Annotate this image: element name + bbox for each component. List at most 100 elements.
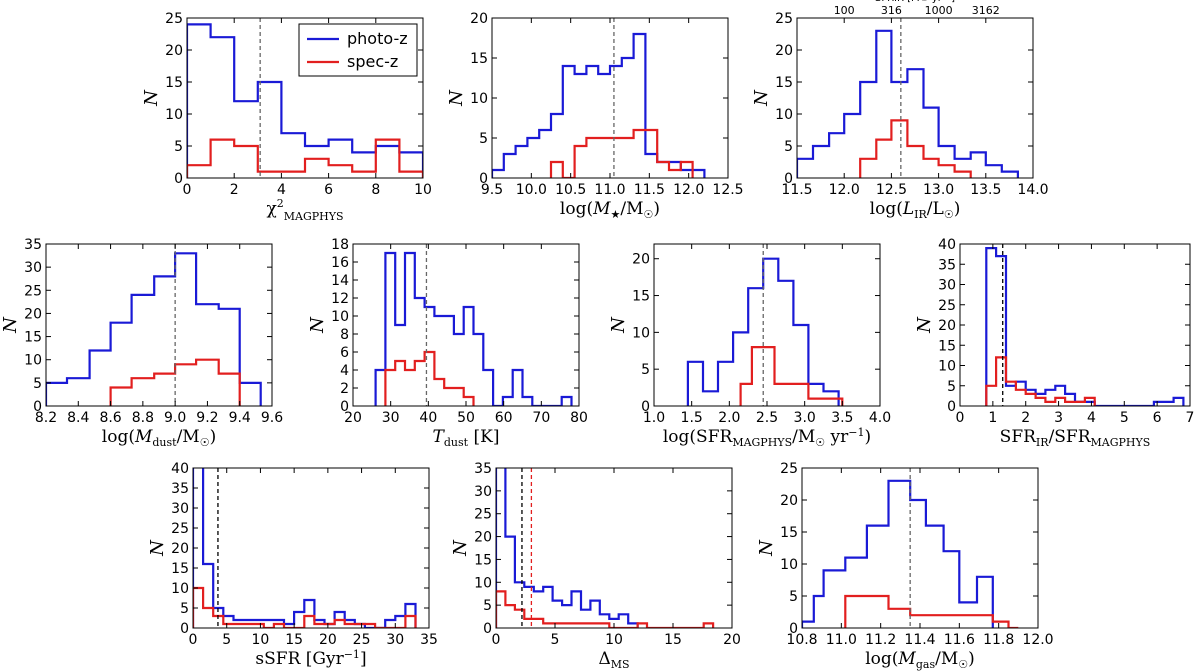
y-tick-label: 25 bbox=[171, 521, 189, 537]
x-axis-label: log(M★/M☉) bbox=[560, 199, 660, 221]
x-tick-label: 10 bbox=[605, 632, 623, 648]
panel-mgas: 10.8 11.0 11.2 11.4 11.6 11.8 12.0 0 5 10 15 20 25 Nl… bbox=[756, 461, 1054, 671]
y-tick-label: 0 bbox=[947, 399, 956, 415]
y-tick-label: 30 bbox=[938, 278, 956, 294]
panel-dms: 0 5 10 15 20 0 5 10 15 20 25 30 35 N ΔMS bbox=[450, 461, 741, 671]
y-tick-label: 25 bbox=[474, 507, 492, 523]
histogram-photo-z bbox=[187, 23, 423, 178]
y-tick-label: 15 bbox=[171, 561, 189, 577]
axes-frame bbox=[192, 467, 430, 629]
y-axis-label: N bbox=[608, 316, 629, 334]
y-tick-label: 15 bbox=[780, 525, 798, 541]
y-tick-label: 20 bbox=[780, 493, 798, 509]
x-tick-label: 11.4 bbox=[904, 632, 935, 648]
x-tick-label: 2.0 bbox=[718, 410, 740, 426]
x-tick-label: 8.8 bbox=[132, 410, 154, 426]
histogram-spec-z bbox=[193, 586, 417, 628]
x-tick-label: 35 bbox=[420, 632, 438, 648]
histogram-photo-z bbox=[496, 468, 639, 628]
x-tick-label: 6 bbox=[324, 182, 333, 198]
x-tick-label: 8.2 bbox=[35, 410, 57, 426]
y-tick-label: 35 bbox=[24, 237, 42, 253]
top-tick-label: 316 bbox=[881, 4, 902, 17]
histogram-photo-z bbox=[193, 468, 417, 628]
y-tick-label: 15 bbox=[632, 289, 650, 305]
panel-mdust: 8.2 8.4 8.6 8.8 9.0 9.2 9.4 9.6 0 5 10 15 20 25 30 35 Nl… bbox=[0, 237, 283, 449]
y-tick-label: 10 bbox=[24, 353, 42, 369]
x-tick-label: 2.5 bbox=[756, 410, 778, 426]
x-tick-label: 5 bbox=[1120, 410, 1129, 426]
x-tick-label: 11.5 bbox=[634, 182, 665, 198]
x-tick-label: 10 bbox=[252, 632, 270, 648]
y-tick-label: 20 bbox=[165, 43, 183, 59]
y-tick-label: 10 bbox=[775, 107, 793, 123]
histogram-spec-z bbox=[384, 350, 475, 406]
x-tick-label: 60 bbox=[495, 410, 513, 426]
y-tick-label: 25 bbox=[24, 283, 42, 299]
histogram-spec-z bbox=[187, 138, 423, 178]
x-tick-label: 13.0 bbox=[923, 182, 954, 198]
y-tick-label: 20 bbox=[938, 318, 956, 334]
y-axis-label: N bbox=[751, 89, 772, 107]
y-tick-label: 5 bbox=[947, 379, 956, 395]
y-tick-label: 15 bbox=[24, 330, 42, 346]
x-tick-label: 15 bbox=[285, 632, 303, 648]
y-tick-label: 0 bbox=[174, 171, 183, 187]
histogram-spec-z bbox=[549, 128, 694, 178]
y-tick-label: 30 bbox=[474, 484, 492, 500]
x-tick-label: 5 bbox=[551, 632, 560, 648]
y-tick-label: 5 bbox=[789, 589, 798, 605]
y-tick-label: 10 bbox=[474, 575, 492, 591]
y-tick-label: 20 bbox=[775, 43, 793, 59]
axes-frame bbox=[45, 243, 273, 407]
y-tick-label: 25 bbox=[775, 11, 793, 27]
y-axis-label: N bbox=[307, 316, 328, 334]
x-tick-label: 9.6 bbox=[261, 410, 283, 426]
y-tick-label: 0 bbox=[483, 621, 492, 637]
x-axis-label: sSFR [Gyr−1] bbox=[255, 648, 366, 669]
panel-sfr_ratio: 0 1 2 3 4 5 6 70510152025303540NSFRIR/SFRMAGPHY… bbox=[914, 237, 1194, 449]
y-tick-label: 0 bbox=[180, 621, 189, 637]
x-tick-label: 20 bbox=[344, 410, 362, 426]
y-tick-label: 10 bbox=[165, 107, 183, 123]
plot-area bbox=[187, 18, 423, 178]
y-axis-label: N bbox=[147, 539, 168, 557]
plot-area bbox=[797, 18, 1019, 178]
panel-tdust: 20 30 40 50 60 70 80 0 2 4 6 8 10 12 14 16 18 N Tdust [K] bbox=[307, 237, 588, 449]
axes-frame bbox=[352, 243, 580, 407]
y-axis-label: N bbox=[141, 89, 162, 107]
x-tick-label: 14.0 bbox=[1017, 182, 1048, 198]
y-tick-label: 0 bbox=[641, 399, 650, 415]
y-axis-label: N bbox=[450, 539, 471, 557]
plot-area bbox=[374, 244, 573, 406]
legend: photo-z spec-z bbox=[298, 23, 418, 77]
y-tick-label: 20 bbox=[24, 306, 42, 322]
y-tick-label: 30 bbox=[24, 260, 42, 276]
x-tick-label: 9.5 bbox=[481, 182, 503, 198]
x-tick-label: 3.0 bbox=[794, 410, 816, 426]
x-tick-label: 11.0 bbox=[826, 632, 857, 648]
y-tick-label: 20 bbox=[632, 252, 650, 268]
y-tick-label: 15 bbox=[775, 75, 793, 91]
y-tick-label: 5 bbox=[33, 376, 42, 392]
x-tick-label: 4 bbox=[1087, 410, 1096, 426]
x-tick-label: 1.5 bbox=[681, 410, 703, 426]
x-tick-label: 0 bbox=[956, 410, 965, 426]
y-tick-label: 5 bbox=[479, 131, 488, 147]
x-tick-label: 20 bbox=[723, 632, 741, 648]
x-axis-label: ΔMS bbox=[598, 649, 629, 671]
plot-area bbox=[985, 244, 1185, 406]
y-tick-label: 15 bbox=[938, 338, 956, 354]
y-tick-label: 20 bbox=[171, 541, 189, 557]
x-tick-label: 10.0 bbox=[516, 182, 547, 198]
x-tick-label: 11.5 bbox=[781, 182, 812, 198]
histogram-spec-z bbox=[739, 346, 844, 406]
histogram-photo-z bbox=[374, 251, 573, 406]
axes-frame bbox=[796, 17, 1034, 179]
x-tick-label: 12.0 bbox=[829, 182, 860, 198]
histogram-photo-z bbox=[802, 479, 994, 628]
y-tick-label: 0 bbox=[340, 399, 349, 415]
x-axis-label: log(Mgas/M☉) bbox=[865, 649, 975, 671]
histogram-spec-z bbox=[859, 119, 972, 178]
